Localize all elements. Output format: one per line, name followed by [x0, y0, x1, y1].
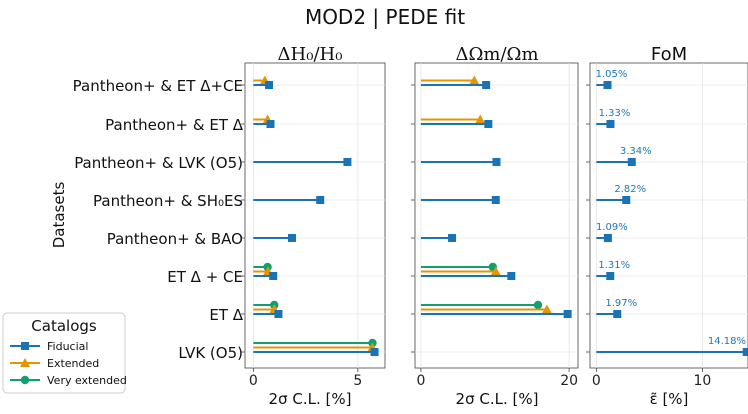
category-label: Pantheon+ & LVK (O5): [74, 154, 243, 172]
marker-fiducial: [492, 158, 501, 166]
category-label: Pantheon+ & ET Δ+CE: [73, 77, 243, 95]
data-label: 2.82%: [614, 184, 646, 195]
figure-title: MOD2 | PEDE fit: [305, 5, 465, 29]
data-label: 1.31%: [598, 260, 630, 271]
x-tick-label: 20: [560, 373, 578, 389]
marker-fiducial: [606, 272, 615, 280]
category-label: ET Δ: [209, 306, 243, 324]
data-label: 14.18%: [708, 336, 746, 347]
marker-fiducial: [627, 158, 636, 166]
data-label: 3.34%: [620, 146, 652, 157]
marker-fiducial: [370, 348, 379, 356]
marker-fiducial: [613, 310, 622, 318]
marker-fiducial: [265, 81, 274, 89]
panel-fom: 0 10 1.05% 1.33% 3.34% 2.82% 1.09% 1.31% 1.97% 14…: [586, 62, 748, 389]
marker-fiducial: [288, 234, 297, 242]
panel-title-om: ΔΩm/Ωm: [455, 44, 538, 65]
legend-box: [2, 312, 126, 394]
marker-fiducial: [563, 310, 572, 318]
marker-fiducial: [484, 120, 493, 128]
legend: Catalogs Fiducial Extended Very extended: [2, 312, 127, 394]
marker-fiducial: [343, 158, 352, 166]
legend-marker-fiducial: [21, 342, 29, 350]
y-axis-title: Datasets: [50, 182, 68, 249]
x-tick-label: 5: [353, 373, 362, 389]
marker-fiducial: [622, 196, 631, 204]
marker-fiducial: [316, 196, 325, 204]
panel-title-fom: FoM: [651, 44, 687, 65]
category-label: LVK (O5): [178, 344, 243, 362]
marker-extended: [469, 75, 480, 85]
category-label: Pantheon+ & BAO: [107, 230, 243, 248]
marker-fiducial: [266, 120, 275, 128]
marker-fiducial: [269, 272, 278, 280]
legend-marker-extended: [20, 358, 30, 367]
marker-very-extended: [263, 262, 272, 272]
x-tick-label: 10: [693, 373, 711, 389]
x-axis-label-h0: 2σ C.L. [%]: [269, 390, 352, 408]
marker-fiducial: [606, 120, 615, 128]
panel-title-h0: ΔH₀/H₀: [278, 44, 343, 65]
marker-extended: [541, 304, 552, 314]
marker-fiducial: [507, 272, 516, 280]
panel-frame: [244, 62, 386, 369]
category-labels: Pantheon+ & ET Δ+CE Pantheon+ & ET Δ Panth…: [73, 77, 244, 362]
x-axis-label-fom: ε̃ [%]: [650, 390, 689, 408]
marker-extended: [490, 266, 501, 276]
category-label: Pantheon+ & SH₀ES: [93, 192, 243, 210]
marker-fiducial: [742, 348, 748, 356]
category-label: ET Δ + CE: [167, 268, 243, 286]
legend-entry-very-extended: Very extended: [47, 374, 127, 387]
legend-marker-very-extended: [20, 375, 30, 385]
marker-extended: [475, 114, 486, 124]
panel-frame: [414, 62, 579, 369]
data-label: 1.05%: [596, 69, 628, 80]
marker-fiducial: [603, 234, 612, 242]
legend-entry-extended: Extended: [47, 357, 99, 370]
legend-entry-fiducial: Fiducial: [47, 340, 88, 353]
category-label: Pantheon+ & ET Δ: [105, 116, 244, 134]
legend-title: Catalogs: [31, 317, 97, 335]
x-tick-label: 0: [249, 373, 258, 389]
data-label: 1.09%: [596, 222, 628, 233]
data-label: 1.33%: [599, 108, 631, 119]
panel-om: 0 20: [411, 62, 579, 389]
x-axis-label-om: 2σ C.L. [%]: [456, 390, 539, 408]
data-label: 1.97%: [605, 298, 637, 309]
marker-very-extended: [533, 300, 543, 310]
x-tick-label: 0: [592, 373, 601, 389]
marker-fiducial: [482, 81, 491, 89]
x-tick-label: 0: [416, 373, 425, 389]
marker-fiducial: [603, 81, 612, 89]
marker-fiducial: [448, 234, 457, 242]
marker-fiducial: [274, 310, 283, 318]
marker-fiducial: [491, 196, 500, 204]
